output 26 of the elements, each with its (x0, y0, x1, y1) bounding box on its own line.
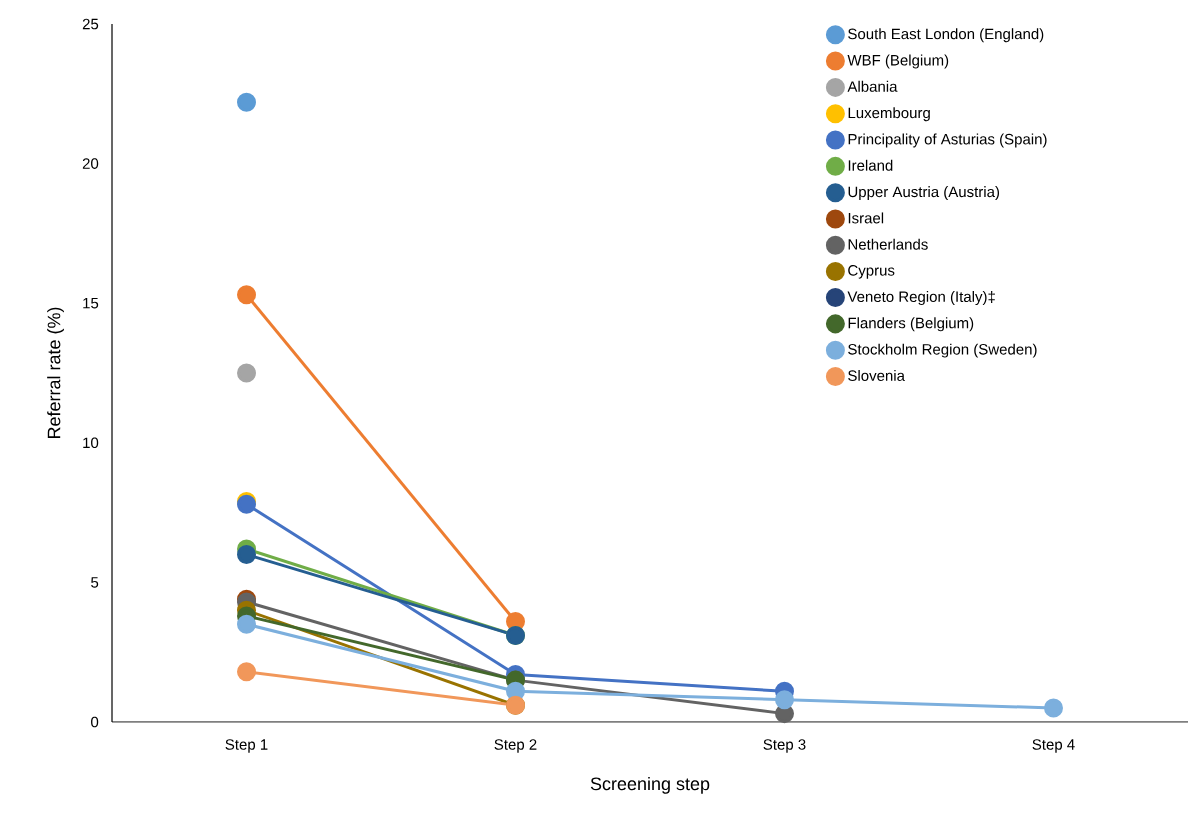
x-axis-title: Screening step (590, 776, 710, 794)
y-tick-label: 15 (83, 297, 99, 309)
legend-label: Veneto Region (Italy)‡ (847, 291, 995, 305)
legend-label: Albania (847, 80, 898, 92)
legend-label: South East London (England) (848, 28, 1044, 43)
y-tick-label: 10 (83, 437, 99, 449)
x-tick-label: Step 4 (1032, 739, 1075, 753)
y-tick-label: 5 (91, 577, 99, 588)
legend-label: Ireland (848, 159, 893, 171)
y-tick-label: 20 (82, 158, 99, 169)
y-axis-title: Referral rate (%) (47, 307, 64, 439)
legend-label: Slovenia (848, 369, 905, 381)
x-tick-label: Step 1 (225, 739, 268, 753)
y-tick-label: 0 (91, 716, 99, 728)
x-tick-label: Step 2 (494, 739, 537, 753)
legend-label: Luxembourg (848, 107, 930, 122)
legend-label: Flanders (Belgium) (848, 317, 974, 332)
y-tick-label: 25 (82, 18, 99, 30)
legend-label: Upper Austria (Austria) (848, 186, 1000, 201)
legend-label: Cyprus (848, 265, 895, 279)
legend-label: Netherlands (848, 238, 928, 250)
x-tick-label: Step 3 (763, 739, 806, 753)
legend-label: Principality of Asturias (Spain) (848, 133, 1047, 148)
legend-label: Israel (848, 212, 884, 224)
legend-label: Stockholm Region (Sweden) (848, 343, 1037, 358)
legend-label: WBF (Belgium) (847, 54, 949, 69)
